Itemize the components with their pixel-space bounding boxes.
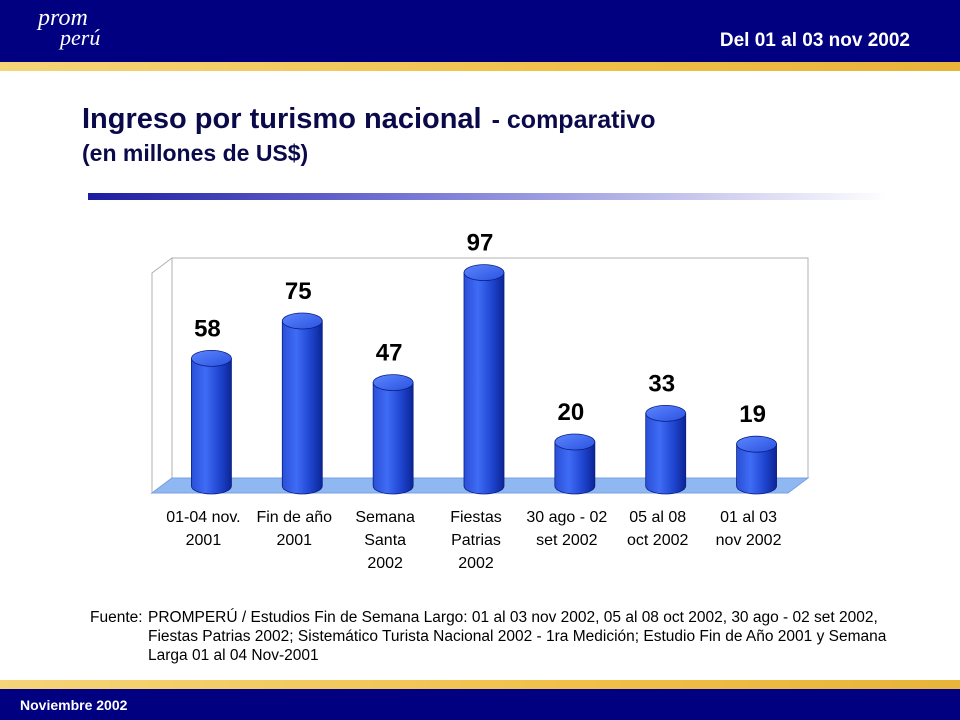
page-title: Ingreso por turismo nacional - comparativ… [82,103,656,167]
category-label-0-1: 2001 [186,532,222,549]
bar-0 [191,358,232,495]
chart-side-wall [151,257,173,494]
source-text: PROMPERÚ / Estudios Fin de Semana Largo:… [148,609,887,664]
bar-top-4 [554,433,596,451]
category-label-6-1: nov 2002 [716,532,782,549]
title-underline [88,193,888,200]
category-label-4-1: set 2002 [536,532,597,549]
category-label-5-1: oct 2002 [627,532,688,549]
data-label-6: 19 [739,401,766,428]
footer-gold-stripe [0,680,960,689]
header-date-range: Del 01 al 03 nov 2002 [719,30,910,51]
category-label-2-2: 2002 [367,555,403,572]
chart-bars [191,264,777,495]
bar-4 [554,441,596,495]
title-sub: - comparativo [491,106,656,134]
bar-3 [463,272,505,495]
category-label-3-1: Patrias [451,532,501,549]
data-label-1: 75 [285,278,312,305]
footer-date: Noviembre 2002 [20,697,128,713]
data-label-0: 58 [194,315,221,342]
data-label-3: 97 [467,230,494,257]
logo-line1: prom [38,5,88,31]
category-label-5-0: 05 al 08 [629,509,686,526]
category-label-4-0: 30 ago - 02 [526,509,607,526]
chart-labels: 58 01-04 nov. 2001 75 Fin de año 2001 47 Semana… [166,230,781,572]
source-note: Fuente: PROMPERÚ / Estudios Fin de Seman… [90,608,930,665]
bar-top-3 [463,264,505,282]
data-label-4: 20 [558,399,585,426]
bar-6 [736,443,777,495]
bar-top-0 [191,349,232,367]
title-units: (en millones de US$) [82,140,309,166]
bar-5 [645,413,687,495]
category-label-0-0: 01-04 nov. [166,509,240,526]
category-label-3-2: 2002 [458,555,494,572]
header-bar: prom perú Del 01 al 03 nov 2002 [0,0,960,62]
bar-1 [281,320,323,495]
category-label-2-0: Semana [355,509,415,526]
logo-line2: perú [60,25,101,50]
footer-bar: Noviembre 2002 [0,689,960,720]
bar-top-2 [372,374,414,392]
category-label-6-0: 01 al 03 [720,509,777,526]
bar-2 [372,382,414,495]
bar-top-1 [281,312,323,330]
source-label: Fuente: [90,609,143,626]
data-label-2: 47 [376,340,403,367]
header-gold-stripe [0,62,960,71]
bar-top-5 [645,404,687,422]
bar-top-6 [736,435,777,453]
category-label-2-1: Santa [364,532,406,549]
bar-chart: 58 01-04 nov. 2001 75 Fin de año 2001 47 Semana… [150,230,810,572]
title-main: Ingreso por turismo nacional [82,103,482,135]
category-label-1-0: Fin de año [256,509,332,526]
data-label-5: 33 [648,370,675,397]
category-label-1-1: 2001 [276,532,312,549]
promperu-logo: prom perú [38,5,101,50]
category-label-3-0: Fiestas [450,509,502,526]
